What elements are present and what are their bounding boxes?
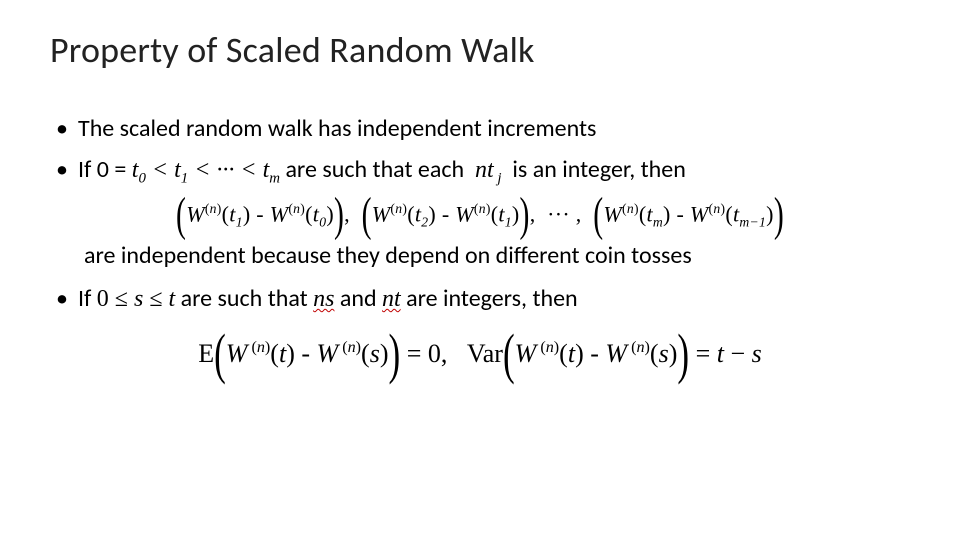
text-and: and [340,284,382,313]
text-are-such-that-each: are such that each [285,155,469,184]
bullet-partition: If 0 = t0 < t1 < ··· < tm are such that … [50,153,910,190]
math-ntj: nt j [475,157,502,183]
bullet-list: The scaled random walk has independent i… [50,112,910,190]
text-if-0-eq: If 0 = [78,155,132,184]
bullet-list-2: If 0 ≤ s ≤ t are such that ns and nt are… [50,282,910,317]
math-s-le-t: 0 ≤ s ≤ t [97,286,175,312]
independence-reason-line: are independent because they depend on d… [84,241,910,270]
text-are-integers-then: are integers, then [406,284,578,313]
equation-exp-var: E(W (n)(t) - W (n)(s)) = 0, Var(W (n)(t)… [50,335,910,375]
text-because-coin-tosses: because they depend on different coin to… [251,241,692,270]
text-are-independent: are independent [84,241,251,270]
slide-title: Property of Scaled Random Walk [50,28,910,72]
text-are-such-that: are such that [181,284,313,313]
slide: Property of Scaled Random Walk The scale… [0,0,960,540]
math-nt: nt [382,286,401,312]
math-t-chain: t0 < t1 < ··· < tm [132,157,280,183]
bullet-text: The scaled random walk has independent i… [78,114,596,143]
text-if: If [78,284,97,313]
bullet-independent-increments: The scaled random walk has independent i… [50,112,910,147]
math-ns: ns [313,286,334,312]
text-is-integer-then: is an integer, then [512,155,685,184]
bullet-moments: If 0 ≤ s ≤ t are such that ns and nt are… [50,282,910,317]
equation-increments: (W(n)(t1) - W(n)(t0)), (W(n)(t2) - W(n)(… [50,200,910,233]
